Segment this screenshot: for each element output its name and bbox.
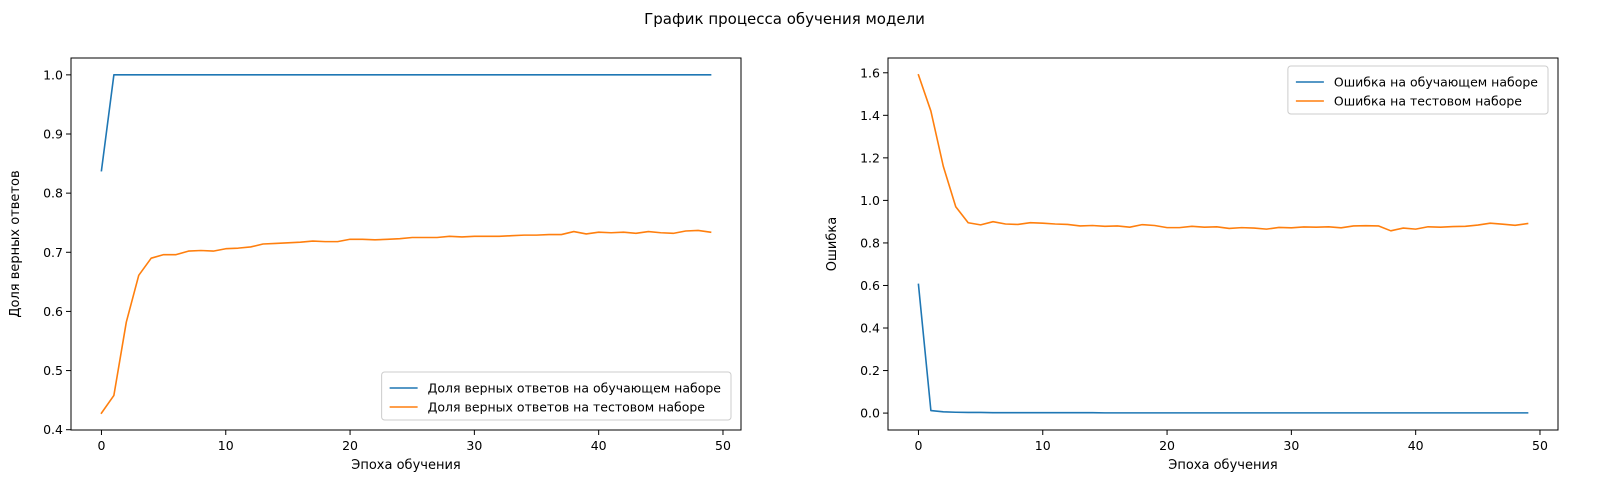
y-tick-label: 0.7 bbox=[43, 245, 63, 260]
x-axis-label: Эпоха обучения bbox=[1168, 458, 1277, 473]
y-tick-label: 0.2 bbox=[860, 363, 880, 378]
loss-chart: 0 10 20 30 40 50 0.0 0.2 0.4 0.6 0.8 1.0 1.2 1.4 1.6 Эп… bbox=[825, 57, 1559, 473]
x-tick-label: 20 bbox=[342, 438, 358, 453]
y-tick-label: 0.8 bbox=[43, 186, 63, 201]
legend-box bbox=[1287, 65, 1549, 115]
axes-frame bbox=[887, 57, 1559, 431]
y-tick-label: 0.4 bbox=[860, 321, 880, 336]
x-tick-label: 20 bbox=[1159, 438, 1175, 453]
axes-frame bbox=[70, 57, 742, 431]
x-tick-label: 30 bbox=[1283, 438, 1299, 453]
x-tick-label: 40 bbox=[1408, 438, 1424, 453]
y-tick-label: 1.2 bbox=[860, 150, 880, 165]
x-tick-label: 50 bbox=[715, 438, 731, 453]
plot-area bbox=[71, 58, 741, 430]
accuracy-chart: 0 10 20 30 40 50 0.4 0.5 0.6 0.7 0.8 0.9 1.0 Эпоха об… bbox=[8, 57, 742, 473]
y-tick-label: 0.6 bbox=[860, 278, 880, 293]
x-tick-label: 10 bbox=[1035, 438, 1051, 453]
x-tick-label: 0 bbox=[97, 438, 105, 453]
series-line-train bbox=[100, 74, 712, 172]
legend-label: Ошибка на обучающем наборе bbox=[1334, 75, 1538, 90]
legend-label: Доля верных ответов на тестовом наборе bbox=[428, 400, 706, 415]
plot-area bbox=[888, 58, 1558, 430]
x-tick-label: 40 bbox=[591, 438, 607, 453]
series-line-train bbox=[917, 283, 1529, 414]
x-axis-label: Эпоха обучения bbox=[351, 458, 460, 473]
x-tick-label: 10 bbox=[218, 438, 234, 453]
series-line-test bbox=[917, 73, 1529, 232]
y-tick-label: 0.9 bbox=[43, 126, 63, 141]
y-tick-label: 1.0 bbox=[860, 193, 880, 208]
legend-box bbox=[381, 371, 732, 421]
x-tick-label: 0 bbox=[914, 438, 922, 453]
y-tick-label: 1.0 bbox=[43, 67, 63, 82]
y-axis-label: Доля верных ответов bbox=[8, 170, 23, 317]
x-tick-label: 30 bbox=[466, 438, 482, 453]
y-tick-label: 1.4 bbox=[860, 108, 880, 123]
y-tick-label: 1.6 bbox=[860, 65, 880, 80]
legend: Доля верных ответов на обучающем наборе Д… bbox=[381, 371, 732, 421]
y-axis-label: Ошибка bbox=[825, 217, 840, 271]
legend: Ошибка на обучающем наборе Ошибка на тест… bbox=[1287, 65, 1549, 115]
x-tick-label: 50 bbox=[1532, 438, 1548, 453]
series-line-test bbox=[100, 229, 712, 415]
figure-title: График процесса обучения модели bbox=[644, 10, 925, 28]
y-tick-label: 0.0 bbox=[860, 406, 880, 421]
legend-label: Ошибка на тестовом наборе bbox=[1334, 94, 1522, 109]
y-tick-label: 0.4 bbox=[43, 422, 63, 437]
y-tick-label: 0.6 bbox=[43, 304, 63, 319]
y-tick-label: 0.5 bbox=[43, 363, 63, 378]
legend-label: Доля верных ответов на обучающем наборе bbox=[428, 381, 722, 396]
y-tick-label: 0.8 bbox=[860, 235, 880, 250]
